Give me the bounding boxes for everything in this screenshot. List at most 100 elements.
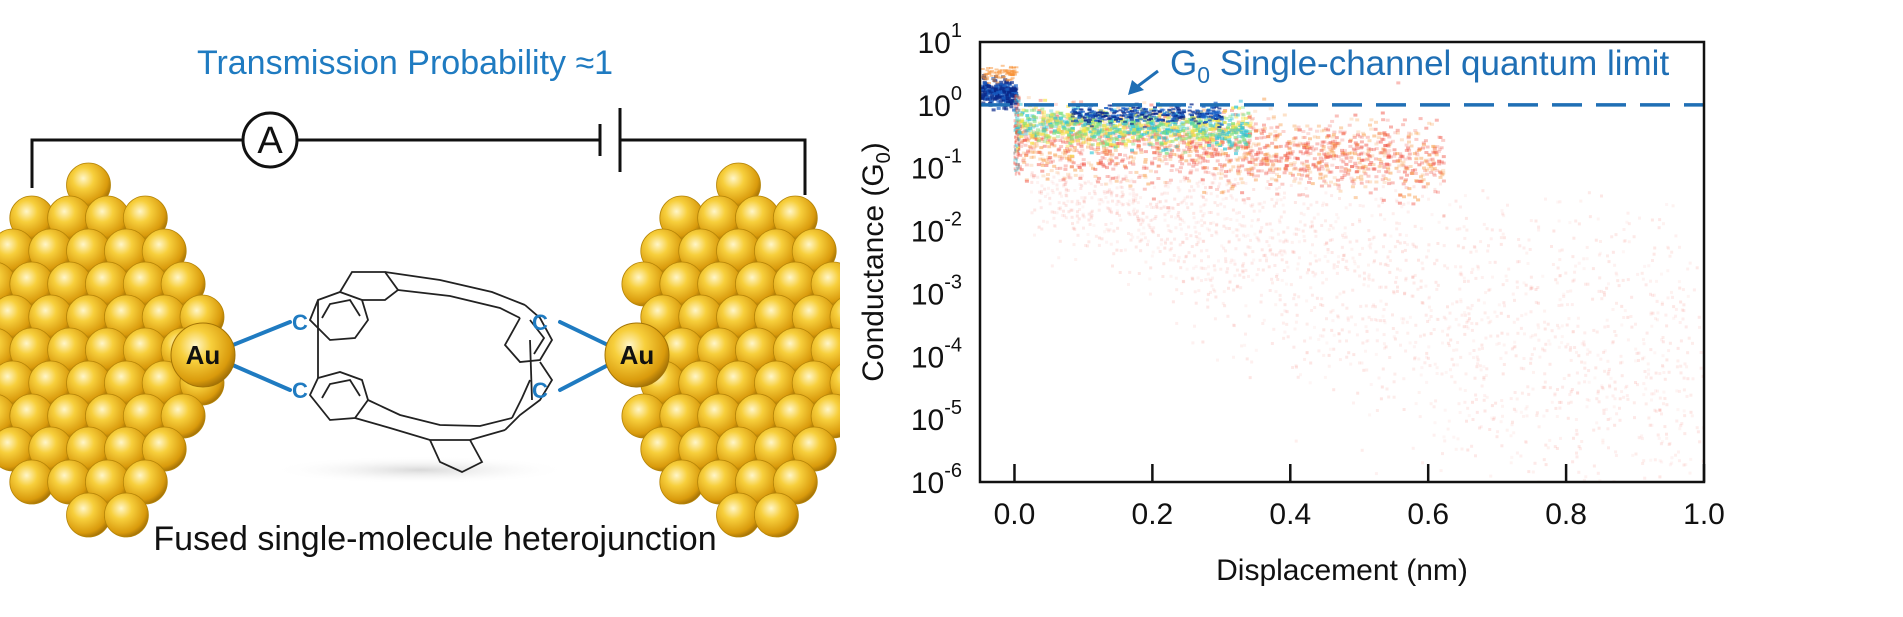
density-cell bbox=[1217, 129, 1222, 133]
density-cell bbox=[1525, 414, 1529, 418]
density-cell bbox=[1108, 114, 1113, 117]
density-cell bbox=[1324, 202, 1328, 206]
density-cell bbox=[1109, 154, 1114, 158]
density-cell bbox=[1148, 225, 1152, 229]
density-cell bbox=[1256, 143, 1261, 147]
density-cell bbox=[1566, 342, 1570, 346]
density-cell bbox=[1172, 113, 1176, 116]
density-cell bbox=[1522, 414, 1525, 418]
density-cell bbox=[1146, 182, 1151, 186]
density-cell bbox=[1608, 385, 1612, 389]
density-cell bbox=[1358, 274, 1362, 278]
density-cell bbox=[1250, 205, 1254, 208]
density-cell bbox=[1384, 162, 1389, 166]
density-cell bbox=[1293, 156, 1298, 160]
density-cell bbox=[1262, 135, 1267, 139]
density-cell bbox=[1091, 116, 1096, 119]
density-cell bbox=[1160, 142, 1165, 146]
density-cell bbox=[1452, 363, 1456, 367]
density-cell bbox=[1200, 177, 1204, 181]
density-cell bbox=[1076, 164, 1081, 168]
density-cell bbox=[1136, 146, 1141, 150]
density-cell bbox=[1424, 151, 1429, 154]
density-cell bbox=[1371, 167, 1376, 171]
density-cell bbox=[1283, 330, 1287, 334]
density-cell bbox=[1543, 349, 1547, 353]
density-cell bbox=[1484, 336, 1488, 340]
density-cell bbox=[1198, 161, 1203, 165]
density-cell bbox=[1264, 170, 1269, 174]
density-cell bbox=[1214, 105, 1219, 108]
density-cell bbox=[1277, 218, 1281, 222]
molecule-shadow bbox=[270, 456, 570, 484]
density-cell bbox=[1574, 219, 1578, 223]
density-cell bbox=[1355, 333, 1359, 337]
density-cell bbox=[1472, 245, 1476, 248]
density-cell bbox=[1019, 113, 1024, 117]
density-cell bbox=[1274, 152, 1279, 156]
density-cell bbox=[1308, 127, 1313, 131]
density-cell bbox=[1089, 151, 1094, 155]
density-cell bbox=[1306, 141, 1311, 145]
density-cell bbox=[1365, 339, 1369, 343]
density-cell bbox=[1231, 131, 1236, 134]
density-cell bbox=[1665, 358, 1669, 362]
density-cell bbox=[1026, 137, 1031, 141]
density-cell bbox=[1282, 171, 1287, 175]
density-cell bbox=[1103, 230, 1107, 234]
density-cell bbox=[1310, 182, 1315, 186]
density-cell bbox=[1230, 128, 1235, 132]
density-cell bbox=[1677, 450, 1680, 454]
density-cell bbox=[1199, 249, 1203, 253]
density-cell bbox=[1233, 135, 1238, 139]
junction-diagram: Transmission Probability ≈1 A bbox=[0, 44, 875, 558]
density-cell bbox=[1226, 126, 1231, 130]
density-cell bbox=[1401, 182, 1406, 186]
density-cell bbox=[1174, 132, 1179, 136]
density-cell bbox=[1191, 129, 1196, 133]
density-cell bbox=[1241, 264, 1245, 268]
density-cell bbox=[1106, 200, 1110, 204]
density-cell bbox=[1087, 107, 1092, 110]
density-cell bbox=[1222, 163, 1227, 167]
density-cell bbox=[1122, 202, 1125, 206]
density-cell bbox=[1330, 194, 1334, 198]
density-cell bbox=[1255, 128, 1260, 132]
density-cell bbox=[1232, 259, 1236, 263]
density-cell bbox=[1076, 139, 1080, 143]
density-cell bbox=[1250, 149, 1255, 153]
density-cell bbox=[1214, 132, 1219, 136]
density-cell bbox=[1382, 319, 1386, 323]
density-cell bbox=[1332, 153, 1337, 157]
density-cell bbox=[1519, 366, 1523, 370]
density-cell bbox=[1254, 158, 1258, 162]
density-cell bbox=[1421, 301, 1425, 305]
density-cell bbox=[1355, 142, 1360, 146]
density-cell bbox=[1253, 178, 1257, 182]
density-cell bbox=[1305, 194, 1310, 198]
density-cell bbox=[1063, 137, 1068, 141]
density-cell bbox=[1109, 136, 1113, 140]
density-cell bbox=[1661, 365, 1665, 369]
density-cell bbox=[1277, 159, 1282, 163]
density-cell bbox=[1246, 141, 1251, 145]
density-cell bbox=[1100, 133, 1104, 137]
density-cell bbox=[1330, 238, 1334, 242]
density-cell bbox=[1346, 268, 1350, 272]
density-cell bbox=[1383, 133, 1387, 137]
density-cell bbox=[1131, 201, 1135, 205]
density-cell bbox=[1295, 313, 1299, 317]
density-cell bbox=[1080, 117, 1085, 121]
density-cell bbox=[1071, 222, 1074, 226]
density-cell bbox=[1003, 81, 1008, 85]
density-cell bbox=[1174, 118, 1179, 121]
density-cell bbox=[1119, 249, 1123, 253]
density-cell bbox=[1241, 158, 1246, 162]
density-cell bbox=[1117, 174, 1121, 178]
density-cell bbox=[1214, 139, 1219, 143]
density-cell bbox=[1034, 116, 1039, 120]
density-cell bbox=[1051, 120, 1056, 124]
density-cell bbox=[1451, 302, 1454, 306]
density-cell bbox=[1261, 205, 1265, 209]
density-cell bbox=[1328, 347, 1332, 351]
